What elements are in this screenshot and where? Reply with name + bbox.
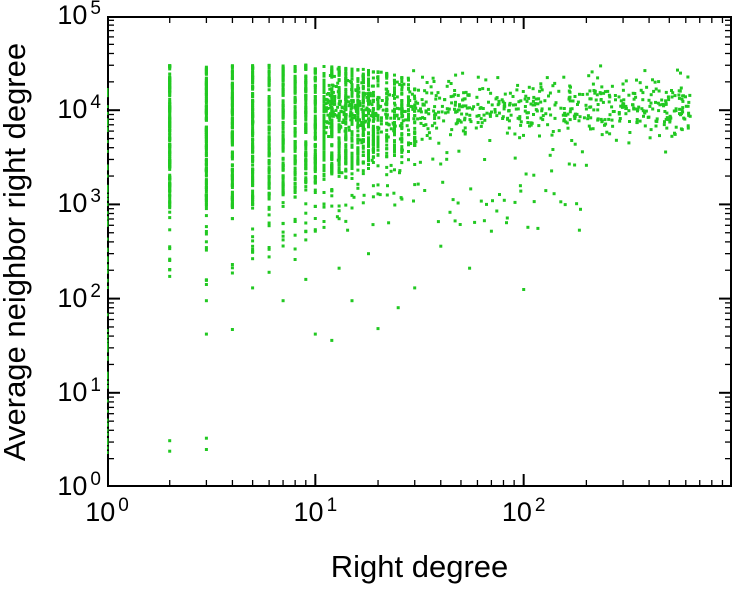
y-axis-label-wrap: Average neighbor right degree: [0, 16, 36, 487]
x-tick-label: 10 1: [293, 495, 338, 527]
x-tick-label: 10 0: [85, 495, 129, 527]
data-points: [107, 63, 692, 454]
scatter-canvas: [107, 16, 732, 487]
y-tick-label: 10 0: [57, 469, 101, 501]
plot-area: [107, 16, 732, 487]
x-tick-label: 10 2: [501, 495, 546, 527]
y-tick-label: 10 1: [57, 374, 101, 407]
y-tick-label: 10 5: [57, 0, 101, 30]
y-tick-label: 10 4: [57, 92, 101, 125]
x-axis-label: Right degree: [330, 549, 509, 584]
y-tick-label: 10 2: [57, 280, 101, 313]
y-tick-label: 10 3: [57, 186, 101, 219]
